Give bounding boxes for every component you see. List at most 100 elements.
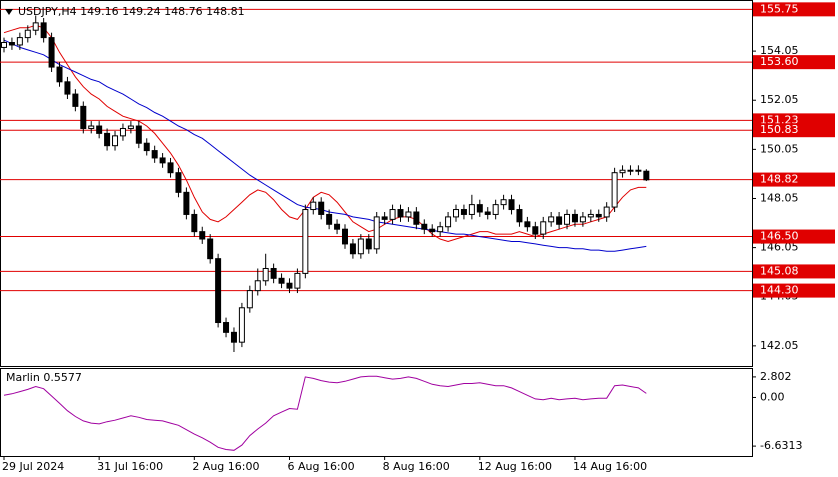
candle-body xyxy=(286,282,293,289)
candle-body xyxy=(524,221,531,228)
candle-body xyxy=(8,42,15,46)
level-label: 148.82 xyxy=(760,173,799,186)
x-tick-label: 31 Jul 16:00 xyxy=(97,460,163,473)
moving-average xyxy=(3,39,647,252)
candle-body xyxy=(238,307,245,343)
candle-body xyxy=(135,125,142,144)
candle-body xyxy=(445,216,452,228)
y-tick-label: 148.05 xyxy=(760,191,799,204)
candle-body xyxy=(579,216,586,223)
candle-body xyxy=(230,331,237,343)
candle-body xyxy=(357,238,364,255)
price-panel xyxy=(0,0,753,367)
candle-body xyxy=(310,201,317,211)
candle-body xyxy=(127,125,134,129)
level-label: 145.08 xyxy=(760,264,799,277)
candle-body xyxy=(421,223,428,230)
candle-body xyxy=(429,228,436,233)
candle-body xyxy=(587,213,594,218)
candle-body xyxy=(437,226,444,233)
level-label-box xyxy=(753,283,835,298)
y-tick-label: 152.05 xyxy=(760,93,799,106)
x-tick-label: 29 Jul 2024 xyxy=(2,460,64,473)
candle-body xyxy=(16,37,23,46)
candle-body xyxy=(564,213,571,225)
x-tick-label: 6 Aug 16:00 xyxy=(287,460,354,473)
candle-body xyxy=(302,209,309,274)
indicator-panel xyxy=(0,368,753,457)
candle-body xyxy=(460,209,467,215)
candle-body xyxy=(397,209,404,218)
candle-body xyxy=(619,169,626,174)
candle-body xyxy=(112,135,119,147)
candle-body xyxy=(508,199,515,211)
level-label: 150.83 xyxy=(760,123,799,136)
candle-body xyxy=(318,201,325,215)
level-label-box xyxy=(753,229,835,244)
x-tick-label: 14 Aug 16:00 xyxy=(573,460,647,473)
level-label-box xyxy=(753,172,835,187)
y-tick-label: 142.05 xyxy=(760,339,799,352)
candle-body xyxy=(96,125,103,134)
candle-body xyxy=(143,142,150,152)
candle-body xyxy=(635,169,642,172)
candle-body xyxy=(254,280,261,292)
candle-body xyxy=(453,209,460,218)
level-label: 151.23 xyxy=(760,113,799,126)
candle-body xyxy=(548,216,555,223)
y-tick-label: 2.802 xyxy=(760,370,792,383)
indicator-line xyxy=(3,375,647,451)
level-label-box xyxy=(753,123,835,138)
candle-body xyxy=(167,162,174,174)
candle-body xyxy=(413,211,420,225)
y-tick-label: 150.05 xyxy=(760,142,799,155)
candle-body xyxy=(183,191,190,215)
moving-average xyxy=(3,24,647,243)
candle-body xyxy=(611,172,618,208)
candle-body xyxy=(405,211,412,218)
candle-body xyxy=(349,243,356,255)
x-tick-label: 2 Aug 16:00 xyxy=(192,460,259,473)
candle-body xyxy=(484,211,491,215)
candle-body xyxy=(151,150,158,159)
level-label: 146.50 xyxy=(760,230,799,243)
candle-body xyxy=(476,204,483,213)
candle-body xyxy=(246,290,253,309)
candle-body xyxy=(556,216,563,225)
candle-body xyxy=(278,277,285,284)
candle-body xyxy=(207,238,214,260)
candle-body xyxy=(270,267,277,279)
candle-body xyxy=(365,238,372,250)
candle-body xyxy=(643,170,650,181)
candle-body xyxy=(603,206,610,218)
candle-body xyxy=(199,231,206,240)
y-tick-label: -6.6313 xyxy=(760,439,802,452)
x-tick-label: 8 Aug 16:00 xyxy=(383,460,450,473)
candle-body xyxy=(373,216,380,250)
candle-body xyxy=(595,213,602,218)
candle-body xyxy=(492,204,499,215)
candle-body xyxy=(175,172,182,193)
candle-body xyxy=(32,22,39,31)
level-label-box xyxy=(753,2,835,17)
candle-body xyxy=(500,199,507,206)
y-tick-label: 154.05 xyxy=(760,44,799,57)
candle-body xyxy=(56,66,63,83)
x-tick-label: 12 Aug 16:00 xyxy=(478,460,552,473)
candle-body xyxy=(191,213,198,233)
level-label: 144.30 xyxy=(760,284,799,297)
candle-body xyxy=(88,125,95,129)
candle-body xyxy=(326,213,333,225)
menu-arrow[interactable] xyxy=(5,9,13,15)
candle-body xyxy=(48,37,55,68)
candle-body xyxy=(40,22,47,39)
candle-body xyxy=(341,228,348,245)
candle-body xyxy=(80,105,87,129)
level-label: 153.60 xyxy=(760,55,799,68)
level-label-box xyxy=(753,55,835,70)
candle-body xyxy=(532,226,539,235)
symbol-title: USDJPY,H4 149.16 149.24 148.76 148.81 xyxy=(18,5,245,18)
level-label: 155.75 xyxy=(760,2,799,15)
candle-body xyxy=(262,267,269,282)
